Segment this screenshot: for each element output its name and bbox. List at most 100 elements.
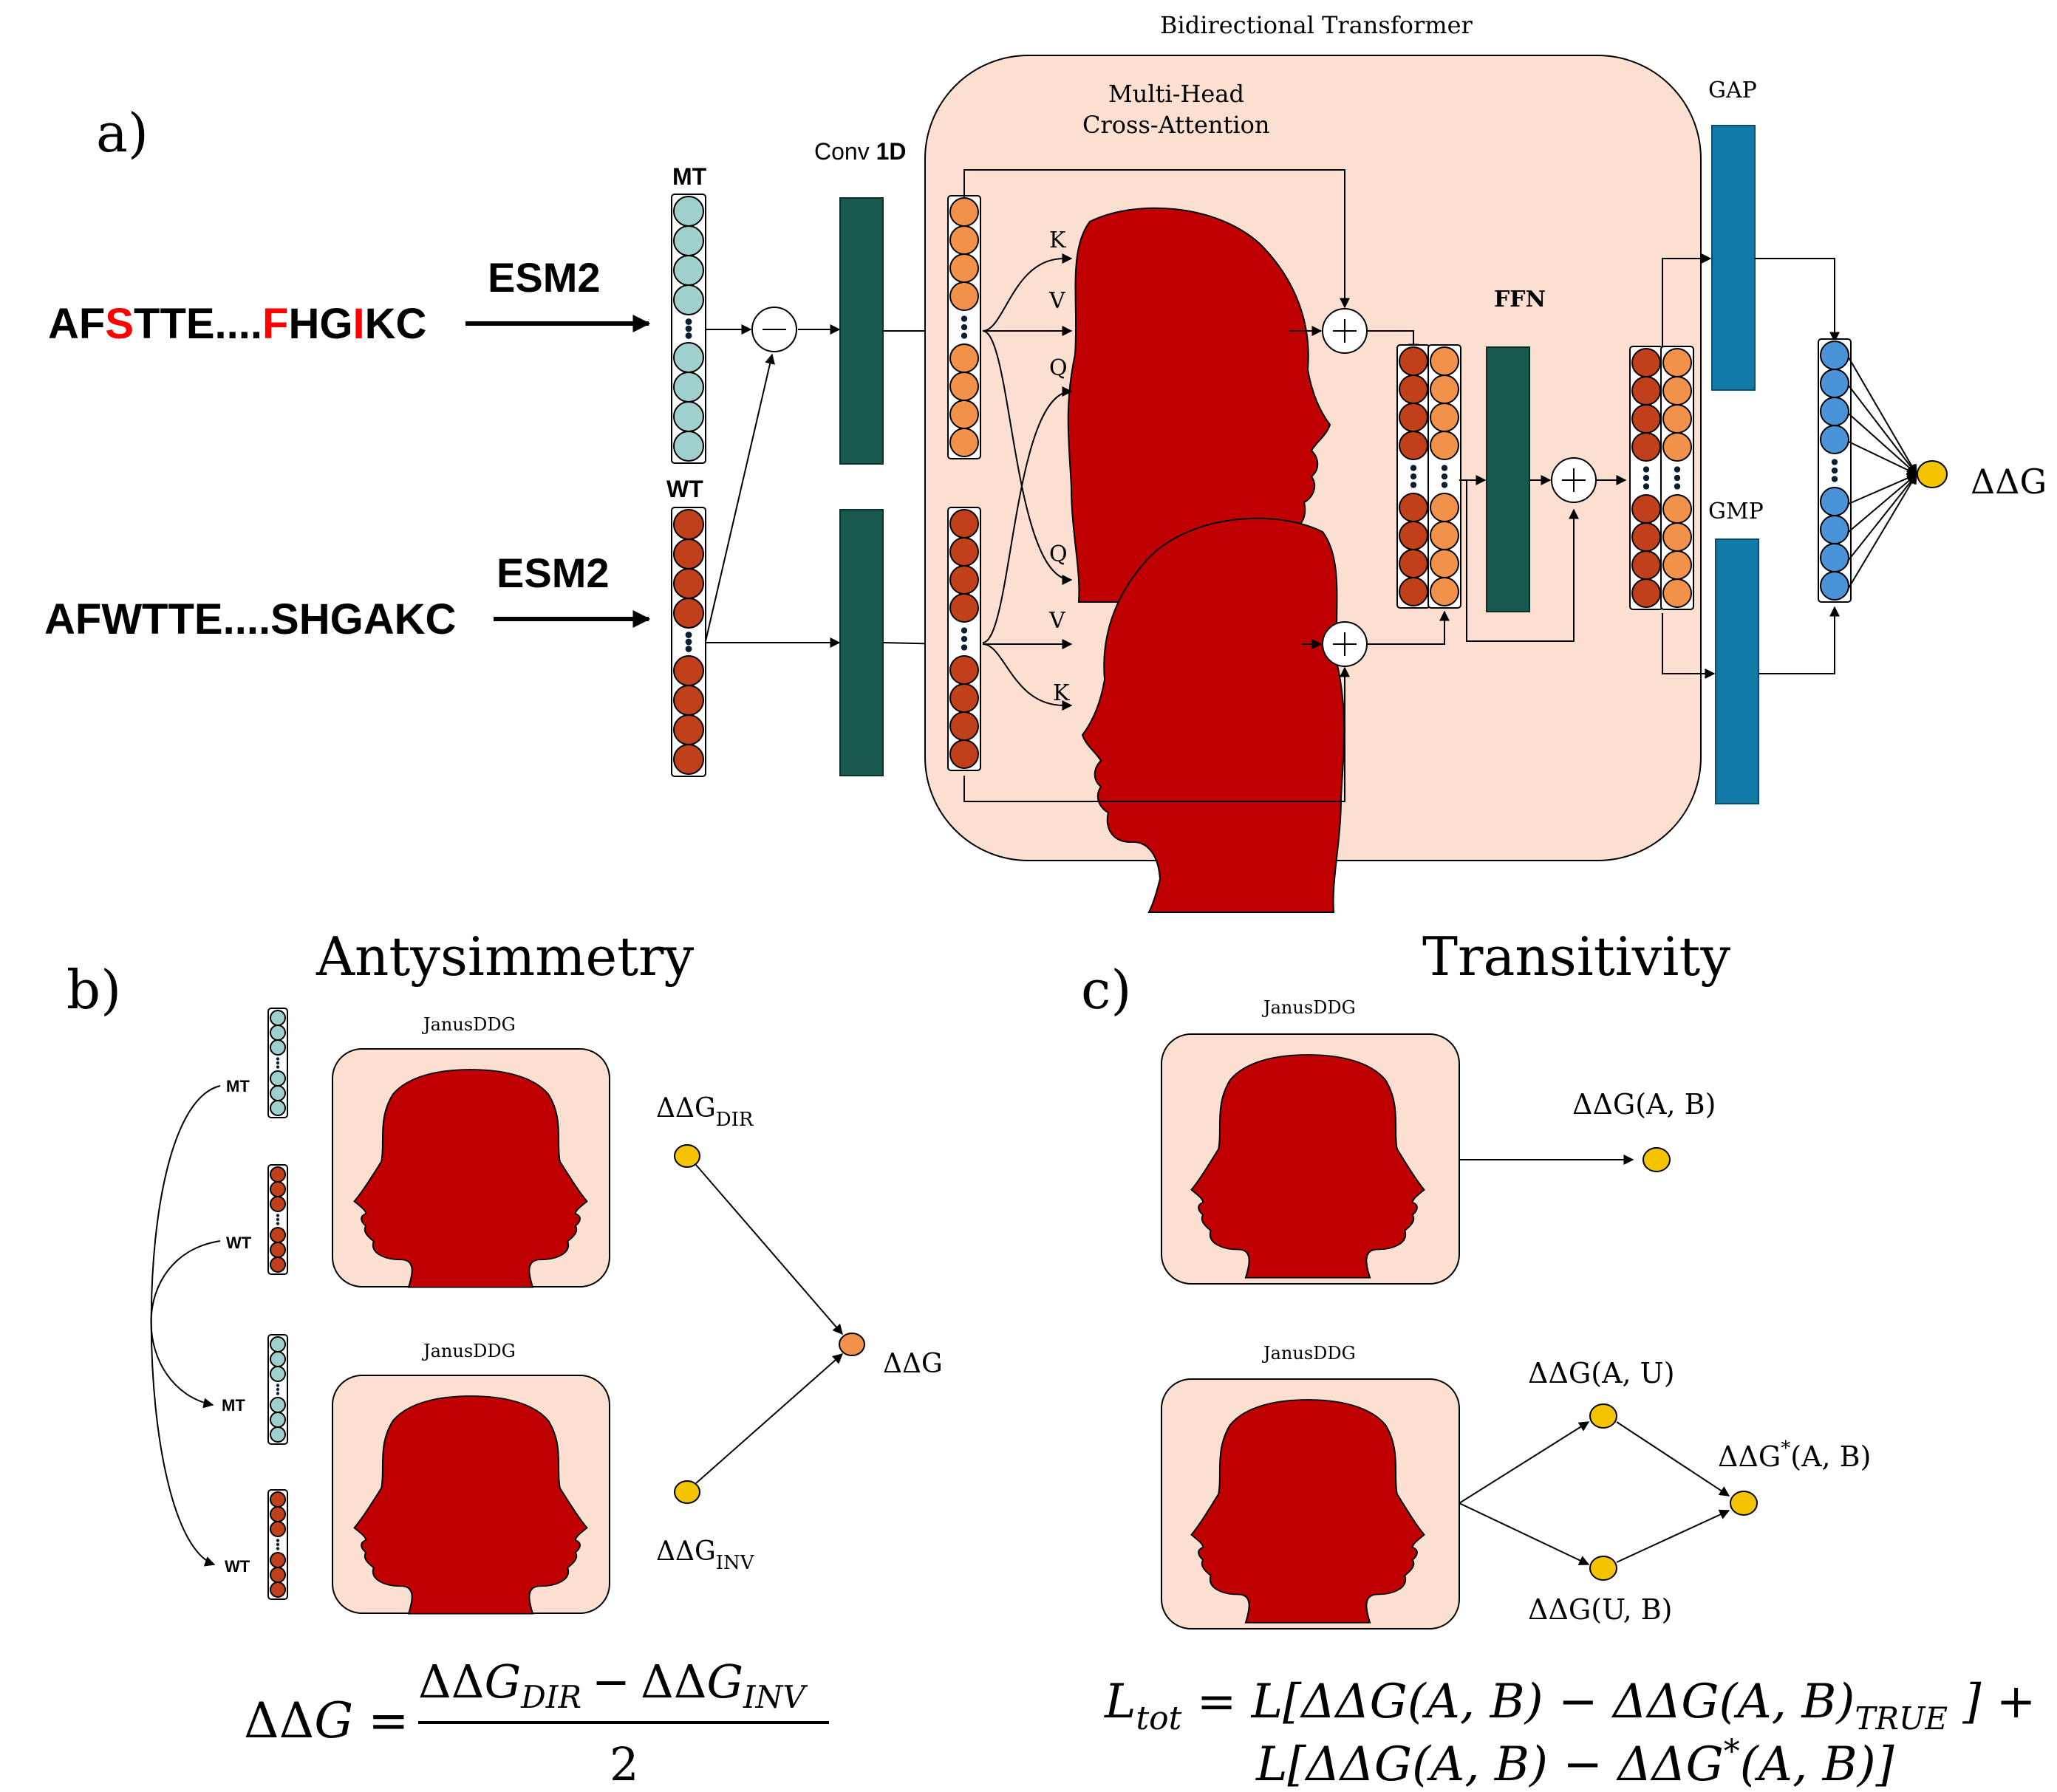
vector-cell (270, 1426, 286, 1443)
antisymmetry-formula-lhs: ΔΔG = (244, 1692, 409, 1749)
vector-cell (673, 401, 704, 432)
vector-cell (270, 1567, 286, 1583)
vector-cell (270, 1039, 286, 1056)
ddg-dir-label: ΔΔGDIR (656, 1093, 754, 1131)
vector-cell (1631, 494, 1661, 524)
vector-cell (673, 685, 704, 716)
vector-cell (673, 342, 704, 373)
key-bottom-label: K (1053, 680, 1070, 706)
mhca-title-line1: Multi-Head (1108, 80, 1244, 108)
vector-cell (1820, 425, 1849, 454)
vector-cell (1820, 543, 1849, 572)
panel-b-title: Antysimmetry (315, 926, 694, 988)
janus-head-icon (1190, 1053, 1425, 1279)
gmp-label: GMP (1708, 499, 1764, 524)
vector-cell (270, 1366, 286, 1382)
panel-b-label: b) (66, 959, 121, 1021)
janusddg-b-top-label: JanusDDG (421, 1014, 516, 1035)
vector-cell (1820, 487, 1849, 516)
vector-cell (949, 428, 979, 457)
vector-cell (949, 711, 979, 741)
query-bottom-label: Q (1049, 541, 1068, 567)
vector-cell (270, 1227, 286, 1243)
vector-cell (270, 1552, 286, 1568)
ddg-inv-label: ΔΔGINV (656, 1536, 755, 1574)
vector-cell (1430, 431, 1459, 460)
vector-cell (673, 431, 704, 462)
vector-cell (1430, 521, 1459, 550)
vector-cell (270, 1010, 286, 1026)
vector-cell (1430, 493, 1459, 522)
wt-label-2: WT (225, 1557, 250, 1576)
janus-head-icon (353, 1395, 588, 1615)
conv1d-bottom-block (839, 509, 884, 776)
vector-cell (1662, 550, 1692, 580)
vector-cell (1430, 577, 1459, 606)
panel-a-label: a) (96, 102, 149, 164)
wt-sequence: AFWTTE....SHGAKC (44, 595, 456, 643)
conv1d-top-block (839, 197, 884, 465)
vector-cell (1631, 578, 1661, 608)
vector-cell (673, 372, 704, 403)
vector-cell (949, 400, 979, 429)
vector-cell (1820, 397, 1849, 426)
query-top-label: Q (1049, 355, 1068, 381)
janus-head-icon (1190, 1398, 1425, 1624)
wt-embedding-vector (671, 507, 706, 777)
ddg-ub-label: ΔΔG(U, B) (1528, 1593, 1673, 1626)
vector-cell (1399, 375, 1428, 404)
vector-cell (1399, 431, 1428, 460)
vector-cell (1430, 403, 1459, 432)
antisymmetry-formula-denominator: 2 (610, 1737, 638, 1791)
vector-cell (1399, 346, 1428, 376)
vector-cell (673, 284, 704, 315)
vector-cell (1631, 376, 1661, 406)
vector-cell (270, 1085, 286, 1101)
vector-cell (1820, 369, 1849, 398)
esm2-top-label: ESM2 (488, 254, 601, 301)
attention-output-stack (1396, 344, 1461, 609)
vector-cell (270, 1025, 286, 1041)
vector-cell (270, 1196, 286, 1212)
janus-head-icon (353, 1068, 588, 1288)
vector-cell (673, 196, 704, 227)
vector-cell (1820, 515, 1849, 544)
vector-cell (1430, 549, 1459, 578)
ddg-au-label: ΔΔG(A, U) (1528, 1357, 1675, 1389)
ffn-block (1486, 346, 1530, 612)
mt-vector-label: MT (672, 163, 707, 190)
vector-cell (949, 372, 979, 401)
ddg-star-node (1730, 1491, 1758, 1516)
ddg-ub-node (1589, 1556, 1617, 1581)
vector-cell (673, 655, 704, 686)
vector-cell (1631, 404, 1661, 434)
mt-sequence: AFSTTE....FHGIKC (48, 300, 426, 348)
esm2-bottom-label: ESM2 (497, 550, 610, 596)
vector-cell (673, 744, 704, 775)
wt-conv-features (947, 507, 981, 771)
vector-cell (949, 197, 979, 227)
ddg-ab-label: ΔΔG(A, B) (1572, 1088, 1716, 1121)
loss-formula-line1: Ltot = L[ΔΔG(A, B) − ΔΔG(A, B)TRUE ] + (1104, 1675, 2036, 1737)
vector-cell (1631, 432, 1661, 462)
ddg-inv-node (674, 1480, 700, 1504)
conv1d-label: Conv 1D (814, 138, 907, 165)
vector-cell (1399, 493, 1428, 522)
wt-vector-label: WT (666, 476, 703, 502)
vector-cell (949, 739, 979, 769)
ddg-ab-node (1642, 1147, 1671, 1172)
panel-c-title: Transitivity (1422, 926, 1730, 988)
vector-cell (673, 568, 704, 599)
vector-cell (673, 255, 704, 286)
vector-cell (270, 1256, 286, 1273)
ddg-mean-node (839, 1333, 865, 1356)
output-ddg-label: ΔΔG (1971, 462, 2047, 502)
vector-cell (1430, 346, 1459, 376)
vector-cell (673, 598, 704, 629)
transformer-title: Bidirectional Transformer (1160, 11, 1473, 39)
vector-cell (949, 225, 979, 255)
vector-cell (1662, 348, 1692, 377)
vector-cell (1662, 522, 1692, 552)
vector-cell (270, 1506, 286, 1522)
antisymmetry-formula-numerator: ΔΔGDIR − ΔΔGINV (418, 1655, 808, 1715)
